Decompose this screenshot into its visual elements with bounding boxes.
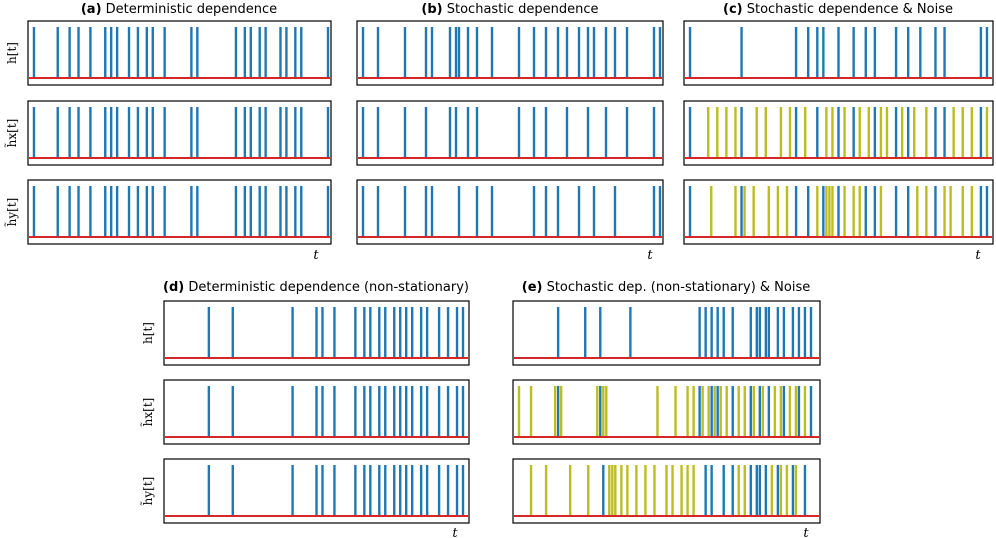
axes-frame xyxy=(512,300,821,366)
raster-row-hy xyxy=(356,179,664,245)
raster-row-h xyxy=(683,20,994,86)
axes-frame xyxy=(356,179,664,245)
raster-row-hy xyxy=(512,458,821,524)
panel-b: (b) Stochastic dependence t xyxy=(356,2,664,263)
time-axis-label: t xyxy=(975,248,981,263)
raster-row-hx xyxy=(512,379,821,445)
axes-frame xyxy=(512,379,821,445)
panel-a: (a) Deterministic dependence h[t] h̃x[t] h̃… xyxy=(3,2,332,263)
row-label: h̃x[t] xyxy=(139,398,155,427)
panel-title-prefix: (c) xyxy=(723,2,743,17)
axes-frame xyxy=(512,458,821,524)
time-axis-label: t xyxy=(803,526,809,538)
panel-title-prefix: (e) xyxy=(522,280,543,295)
raster-row-h: h[t] xyxy=(141,300,470,366)
row-label: h̃y[t] xyxy=(3,198,19,227)
raster-row-h: h[t] xyxy=(5,20,332,86)
axes-frame xyxy=(27,100,332,166)
panel-title-text: Stochastic dep. (non-stationary) & Noise xyxy=(542,280,810,295)
panel-title: (a) Deterministic dependence xyxy=(81,2,277,17)
raster-row-h xyxy=(512,300,821,366)
raster-row-hy: h̃y[t] xyxy=(3,179,332,245)
axes-frame xyxy=(163,379,470,445)
axes-frame xyxy=(356,100,664,166)
panel-title: (c) Stochastic dependence & Noise xyxy=(723,2,953,17)
axes-frame xyxy=(356,20,664,86)
panel-e: (e) Stochastic dep. (non-stationary) & N… xyxy=(512,280,821,538)
panel-title: (b) Stochastic dependence xyxy=(421,2,598,17)
raster-row-hx: h̃x[t] xyxy=(3,100,332,166)
panel-title-prefix: (b) xyxy=(421,2,442,17)
axes-frame xyxy=(27,20,332,86)
panel-title: (d) Deterministic dependence (non-statio… xyxy=(163,280,469,295)
axes-frame xyxy=(683,100,994,166)
raster-row-hx xyxy=(683,100,994,166)
row-label: h[t] xyxy=(141,322,155,344)
axes-frame xyxy=(163,300,470,366)
panel-title-text: Stochastic dependence xyxy=(443,2,599,17)
panel-title: (e) Stochastic dep. (non-stationary) & N… xyxy=(522,280,811,295)
axes-frame xyxy=(683,20,994,86)
panel-d: (d) Deterministic dependence (non-statio… xyxy=(139,280,470,538)
axes-frame xyxy=(27,179,332,245)
axes-frame xyxy=(163,458,470,524)
panel-c: (c) Stochastic dependence & Noise t xyxy=(683,2,994,263)
panel-title-prefix: (d) xyxy=(163,280,184,295)
row-label: h[t] xyxy=(5,42,19,64)
panel-title-text: Deterministic dependence xyxy=(102,2,278,17)
panel-title-prefix: (a) xyxy=(81,2,102,17)
raster-row-hy: h̃y[t] xyxy=(139,458,470,524)
panel-title-text: Deterministic dependence (non-stationary… xyxy=(184,280,469,295)
raster-row-h xyxy=(356,20,664,86)
panel-title-text: Stochastic dependence & Noise xyxy=(743,2,953,17)
time-axis-label: t xyxy=(313,248,319,263)
raster-row-hx: h̃x[t] xyxy=(139,379,470,445)
raster-row-hy xyxy=(683,179,994,245)
time-axis-label: t xyxy=(647,248,653,263)
raster-row-hx xyxy=(356,100,664,166)
row-label: h̃y[t] xyxy=(139,477,155,506)
time-axis-label: t xyxy=(452,526,458,538)
row-label: h̃x[t] xyxy=(3,119,19,148)
axes-frame xyxy=(683,179,994,245)
